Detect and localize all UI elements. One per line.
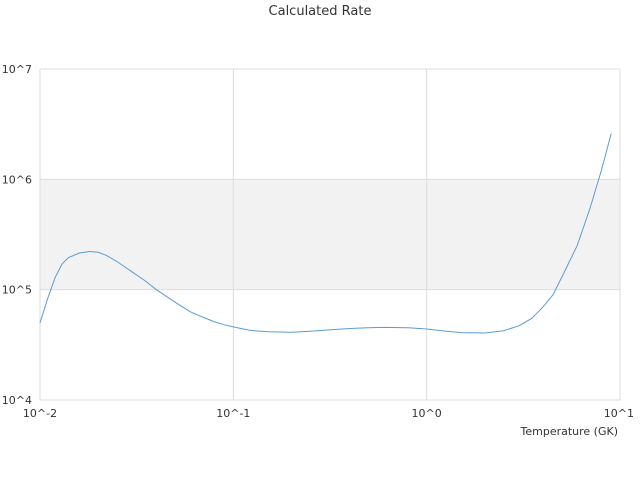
x-axis-ticks: 10^-2 10^-1 10^0 10^1: [23, 407, 634, 420]
gridlines: [39, 68, 621, 401]
y-tick-label: 10^7: [2, 63, 32, 76]
y-axis-ticks: 10^4 10^5 10^6 10^7: [2, 63, 32, 407]
chart-title: Calculated Rate: [268, 4, 372, 19]
x-tick-label: 10^-2: [23, 407, 57, 420]
x-tick-label: 10^-1: [216, 407, 250, 420]
x-tick-label: 10^0: [412, 407, 442, 420]
y-tick-label: 10^4: [2, 394, 32, 407]
y-tick-label: 10^5: [2, 284, 32, 297]
x-tick-label: 10^1: [604, 407, 634, 420]
shaded-band: [40, 179, 620, 290]
data-line: [39, 133, 612, 334]
y-tick-label: 10^6: [2, 173, 32, 186]
x-axis-label: Temperature (GK): [520, 425, 619, 438]
